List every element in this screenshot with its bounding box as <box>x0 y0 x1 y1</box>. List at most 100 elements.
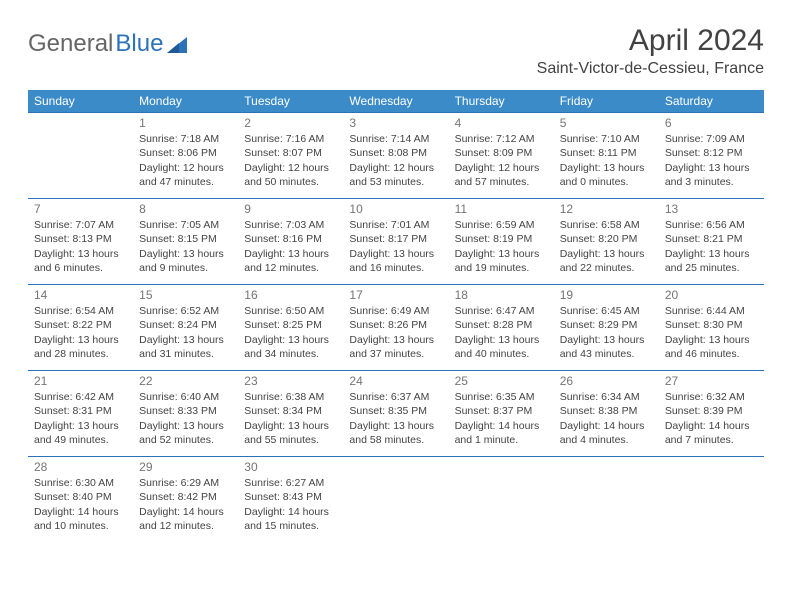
daylight-text: Daylight: 12 hours and 50 minutes. <box>244 161 337 189</box>
calendar-day-cell: 27Sunrise: 6:32 AMSunset: 8:39 PMDayligh… <box>659 371 764 457</box>
calendar-week-row: 7Sunrise: 7:07 AMSunset: 8:13 PMDaylight… <box>28 199 764 285</box>
sunset-text: Sunset: 8:43 PM <box>244 490 337 504</box>
daylight-text: Daylight: 13 hours and 34 minutes. <box>244 333 337 361</box>
day-number: 15 <box>139 287 232 303</box>
daylight-text: Daylight: 13 hours and 22 minutes. <box>560 247 653 275</box>
day-number: 28 <box>34 459 127 475</box>
sunset-text: Sunset: 8:09 PM <box>455 146 548 160</box>
sunset-text: Sunset: 8:22 PM <box>34 318 127 332</box>
calendar-week-row: 14Sunrise: 6:54 AMSunset: 8:22 PMDayligh… <box>28 285 764 371</box>
sunset-text: Sunset: 8:11 PM <box>560 146 653 160</box>
day-number: 14 <box>34 287 127 303</box>
day-number: 16 <box>244 287 337 303</box>
calendar-week-row: 21Sunrise: 6:42 AMSunset: 8:31 PM Dayligh… <box>28 371 764 457</box>
calendar-day-cell: 18Sunrise: 6:47 AMSunset: 8:28 PMDayligh… <box>449 285 554 371</box>
sunset-text: Sunset: 8:08 PM <box>349 146 442 160</box>
calendar-day-cell: 16Sunrise: 6:50 AMSunset: 8:25 PMDayligh… <box>238 285 343 371</box>
day-number: 30 <box>244 459 337 475</box>
day-number: 24 <box>349 373 442 389</box>
brand-part1: General <box>28 30 113 58</box>
daylight-text: Daylight: 13 hours and 28 minutes. <box>34 333 127 361</box>
day-number: 1 <box>139 115 232 131</box>
calendar-day-cell: 25Sunrise: 6:35 AMSunset: 8:37 PMDayligh… <box>449 371 554 457</box>
day-number: 27 <box>665 373 758 389</box>
sunset-text: Sunset: 8:17 PM <box>349 232 442 246</box>
sunset-text: Sunset: 8:13 PM <box>34 232 127 246</box>
sunrise-text: Sunrise: 6:30 AM <box>34 476 127 490</box>
daylight-text: Daylight: 14 hours and 15 minutes. <box>244 505 337 533</box>
daylight-text: Daylight: 14 hours and 4 minutes. <box>560 419 653 447</box>
weekday-header: Saturday <box>659 90 764 113</box>
weekday-header: Sunday <box>28 90 133 113</box>
daylight-text: Daylight: 13 hours and 6 minutes. <box>34 247 127 275</box>
day-number: 26 <box>560 373 653 389</box>
day-number: 23 <box>244 373 337 389</box>
daylight-text: Daylight: 13 hours and 3 minutes. <box>665 161 758 189</box>
calendar-day-cell: 9Sunrise: 7:03 AMSunset: 8:16 PMDaylight… <box>238 199 343 285</box>
day-number: 12 <box>560 201 653 217</box>
sunset-text: Sunset: 8:37 PM <box>455 404 548 418</box>
sunset-text: Sunset: 8:21 PM <box>665 232 758 246</box>
day-number: 29 <box>139 459 232 475</box>
sunset-text: Sunset: 8:26 PM <box>349 318 442 332</box>
calendar-day-cell: 24Sunrise: 6:37 AMSunset: 8:35 PMDayligh… <box>343 371 448 457</box>
daylight-text: Daylight: 13 hours and 9 minutes. <box>139 247 232 275</box>
sunrise-text: Sunrise: 6:40 AM <box>139 390 232 404</box>
sunrise-text: Sunrise: 6:49 AM <box>349 304 442 318</box>
daylight-text: Daylight: 13 hours and 12 minutes. <box>244 247 337 275</box>
sunset-text: Sunset: 8:42 PM <box>139 490 232 504</box>
calendar-day-cell: 14Sunrise: 6:54 AMSunset: 8:22 PMDayligh… <box>28 285 133 371</box>
weekday-header: Wednesday <box>343 90 448 113</box>
sunrise-text: Sunrise: 6:32 AM <box>665 390 758 404</box>
calendar-day-cell <box>28 113 133 199</box>
calendar-day-cell: 15Sunrise: 6:52 AMSunset: 8:24 PMDayligh… <box>133 285 238 371</box>
header: GeneralBlue April 2024 Saint-Victor-de-C… <box>28 24 764 78</box>
calendar-day-cell: 12Sunrise: 6:58 AMSunset: 8:20 PMDayligh… <box>554 199 659 285</box>
sunrise-text: Sunrise: 6:37 AM <box>349 390 442 404</box>
daylight-text: Daylight: 13 hours and 58 minutes. <box>349 419 442 447</box>
calendar-day-cell: 7Sunrise: 7:07 AMSunset: 8:13 PMDaylight… <box>28 199 133 285</box>
sunrise-text: Sunrise: 6:27 AM <box>244 476 337 490</box>
sunset-text: Sunset: 8:06 PM <box>139 146 232 160</box>
sunrise-text: Sunrise: 6:58 AM <box>560 218 653 232</box>
daylight-text: Daylight: 13 hours and 55 minutes. <box>244 419 337 447</box>
sunset-text: Sunset: 8:31 PM <box>34 404 127 418</box>
sunrise-text: Sunrise: 6:38 AM <box>244 390 337 404</box>
calendar-day-cell: 10Sunrise: 7:01 AMSunset: 8:17 PMDayligh… <box>343 199 448 285</box>
brand-part2: Blue <box>115 30 163 58</box>
sunset-text: Sunset: 8:12 PM <box>665 146 758 160</box>
sunrise-text: Sunrise: 7:14 AM <box>349 132 442 146</box>
day-number: 21 <box>34 373 127 389</box>
daylight-text: Daylight: 13 hours and 43 minutes. <box>560 333 653 361</box>
sunrise-text: Sunrise: 6:42 AM <box>34 390 127 404</box>
daylight-text: Daylight: 13 hours and 52 minutes. <box>139 419 232 447</box>
sunset-text: Sunset: 8:19 PM <box>455 232 548 246</box>
daylight-text: Daylight: 13 hours and 46 minutes. <box>665 333 758 361</box>
calendar-day-cell: 8Sunrise: 7:05 AMSunset: 8:15 PMDaylight… <box>133 199 238 285</box>
weekday-header: Monday <box>133 90 238 113</box>
day-number: 22 <box>139 373 232 389</box>
sunset-text: Sunset: 8:40 PM <box>34 490 127 504</box>
sunrise-text: Sunrise: 7:01 AM <box>349 218 442 232</box>
day-number: 2 <box>244 115 337 131</box>
daylight-text: Daylight: 12 hours and 53 minutes. <box>349 161 442 189</box>
calendar-week-row: 1Sunrise: 7:18 AMSunset: 8:06 PMDaylight… <box>28 113 764 199</box>
daylight-text: Daylight: 14 hours and 10 minutes. <box>34 505 127 533</box>
sunset-text: Sunset: 8:39 PM <box>665 404 758 418</box>
sunset-text: Sunset: 8:24 PM <box>139 318 232 332</box>
day-number: 19 <box>560 287 653 303</box>
calendar-day-cell: 21Sunrise: 6:42 AMSunset: 8:31 PMDayligh… <box>28 371 133 457</box>
daylight-text: Daylight: 12 hours and 57 minutes. <box>455 161 548 189</box>
daylight-text: Daylight: 13 hours and 25 minutes. <box>665 247 758 275</box>
daylight-text: Daylight: 13 hours and 40 minutes. <box>455 333 548 361</box>
daylight-text: Daylight: 13 hours and 19 minutes. <box>455 247 548 275</box>
day-number: 11 <box>455 201 548 217</box>
sunrise-text: Sunrise: 6:34 AM <box>560 390 653 404</box>
sunrise-text: Sunrise: 7:07 AM <box>34 218 127 232</box>
sunrise-text: Sunrise: 7:05 AM <box>139 218 232 232</box>
day-number: 9 <box>244 201 337 217</box>
daylight-text: Daylight: 13 hours and 37 minutes. <box>349 333 442 361</box>
day-number: 25 <box>455 373 548 389</box>
sunset-text: Sunset: 8:16 PM <box>244 232 337 246</box>
day-number: 13 <box>665 201 758 217</box>
